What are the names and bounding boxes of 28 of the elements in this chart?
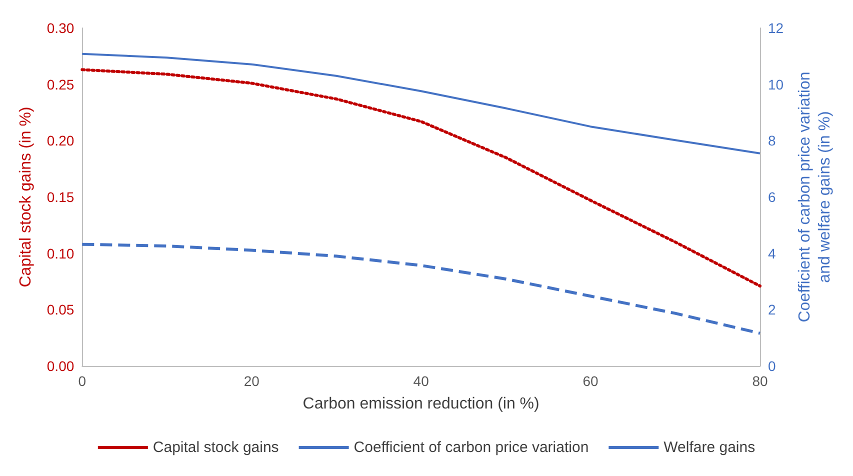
y-tick-label: 0.25 xyxy=(46,76,74,92)
y-tick-label: 0.15 xyxy=(46,189,74,205)
y-axis-title: Capital stock gains (in %) xyxy=(18,106,34,288)
y2-tick-label: 12 xyxy=(768,20,784,36)
line-series xyxy=(80,68,762,288)
x-tick-label: 60 xyxy=(582,373,599,389)
x-axis-title: Carbon emission reduction (in %) xyxy=(302,396,540,412)
y-tick-label: 0.10 xyxy=(46,245,74,262)
legend-label: Coefficient of carbon price variation xyxy=(354,439,589,456)
y2-axis-title: Coefficient of carbon price variation and welfare gains (in %) xyxy=(796,72,834,322)
legend-label: Welfare gains xyxy=(664,439,756,456)
y2-tick-label: 4 xyxy=(768,245,776,262)
y2-tick-label: 10 xyxy=(768,76,784,92)
y-tick-label: 0.20 xyxy=(46,132,74,149)
y-tick-label: 0.00 xyxy=(46,358,74,374)
legend-label: Capital stock gains xyxy=(152,439,279,456)
y2-tick-label: 0 xyxy=(768,358,776,374)
x-tick-label: 40 xyxy=(413,373,430,389)
x-tick-label: 20 xyxy=(244,373,260,389)
y-tick-label: 0.30 xyxy=(46,20,74,36)
y-tick-label: 0.05 xyxy=(46,302,74,318)
line-series xyxy=(80,242,762,335)
x-tick-label: 0 xyxy=(78,373,86,389)
line-series xyxy=(81,52,761,154)
y2-tick-label: 6 xyxy=(768,189,776,205)
y2-tick-label: 2 xyxy=(768,302,776,318)
x-tick-label: 80 xyxy=(752,373,768,389)
y2-tick-label: 8 xyxy=(768,132,776,149)
